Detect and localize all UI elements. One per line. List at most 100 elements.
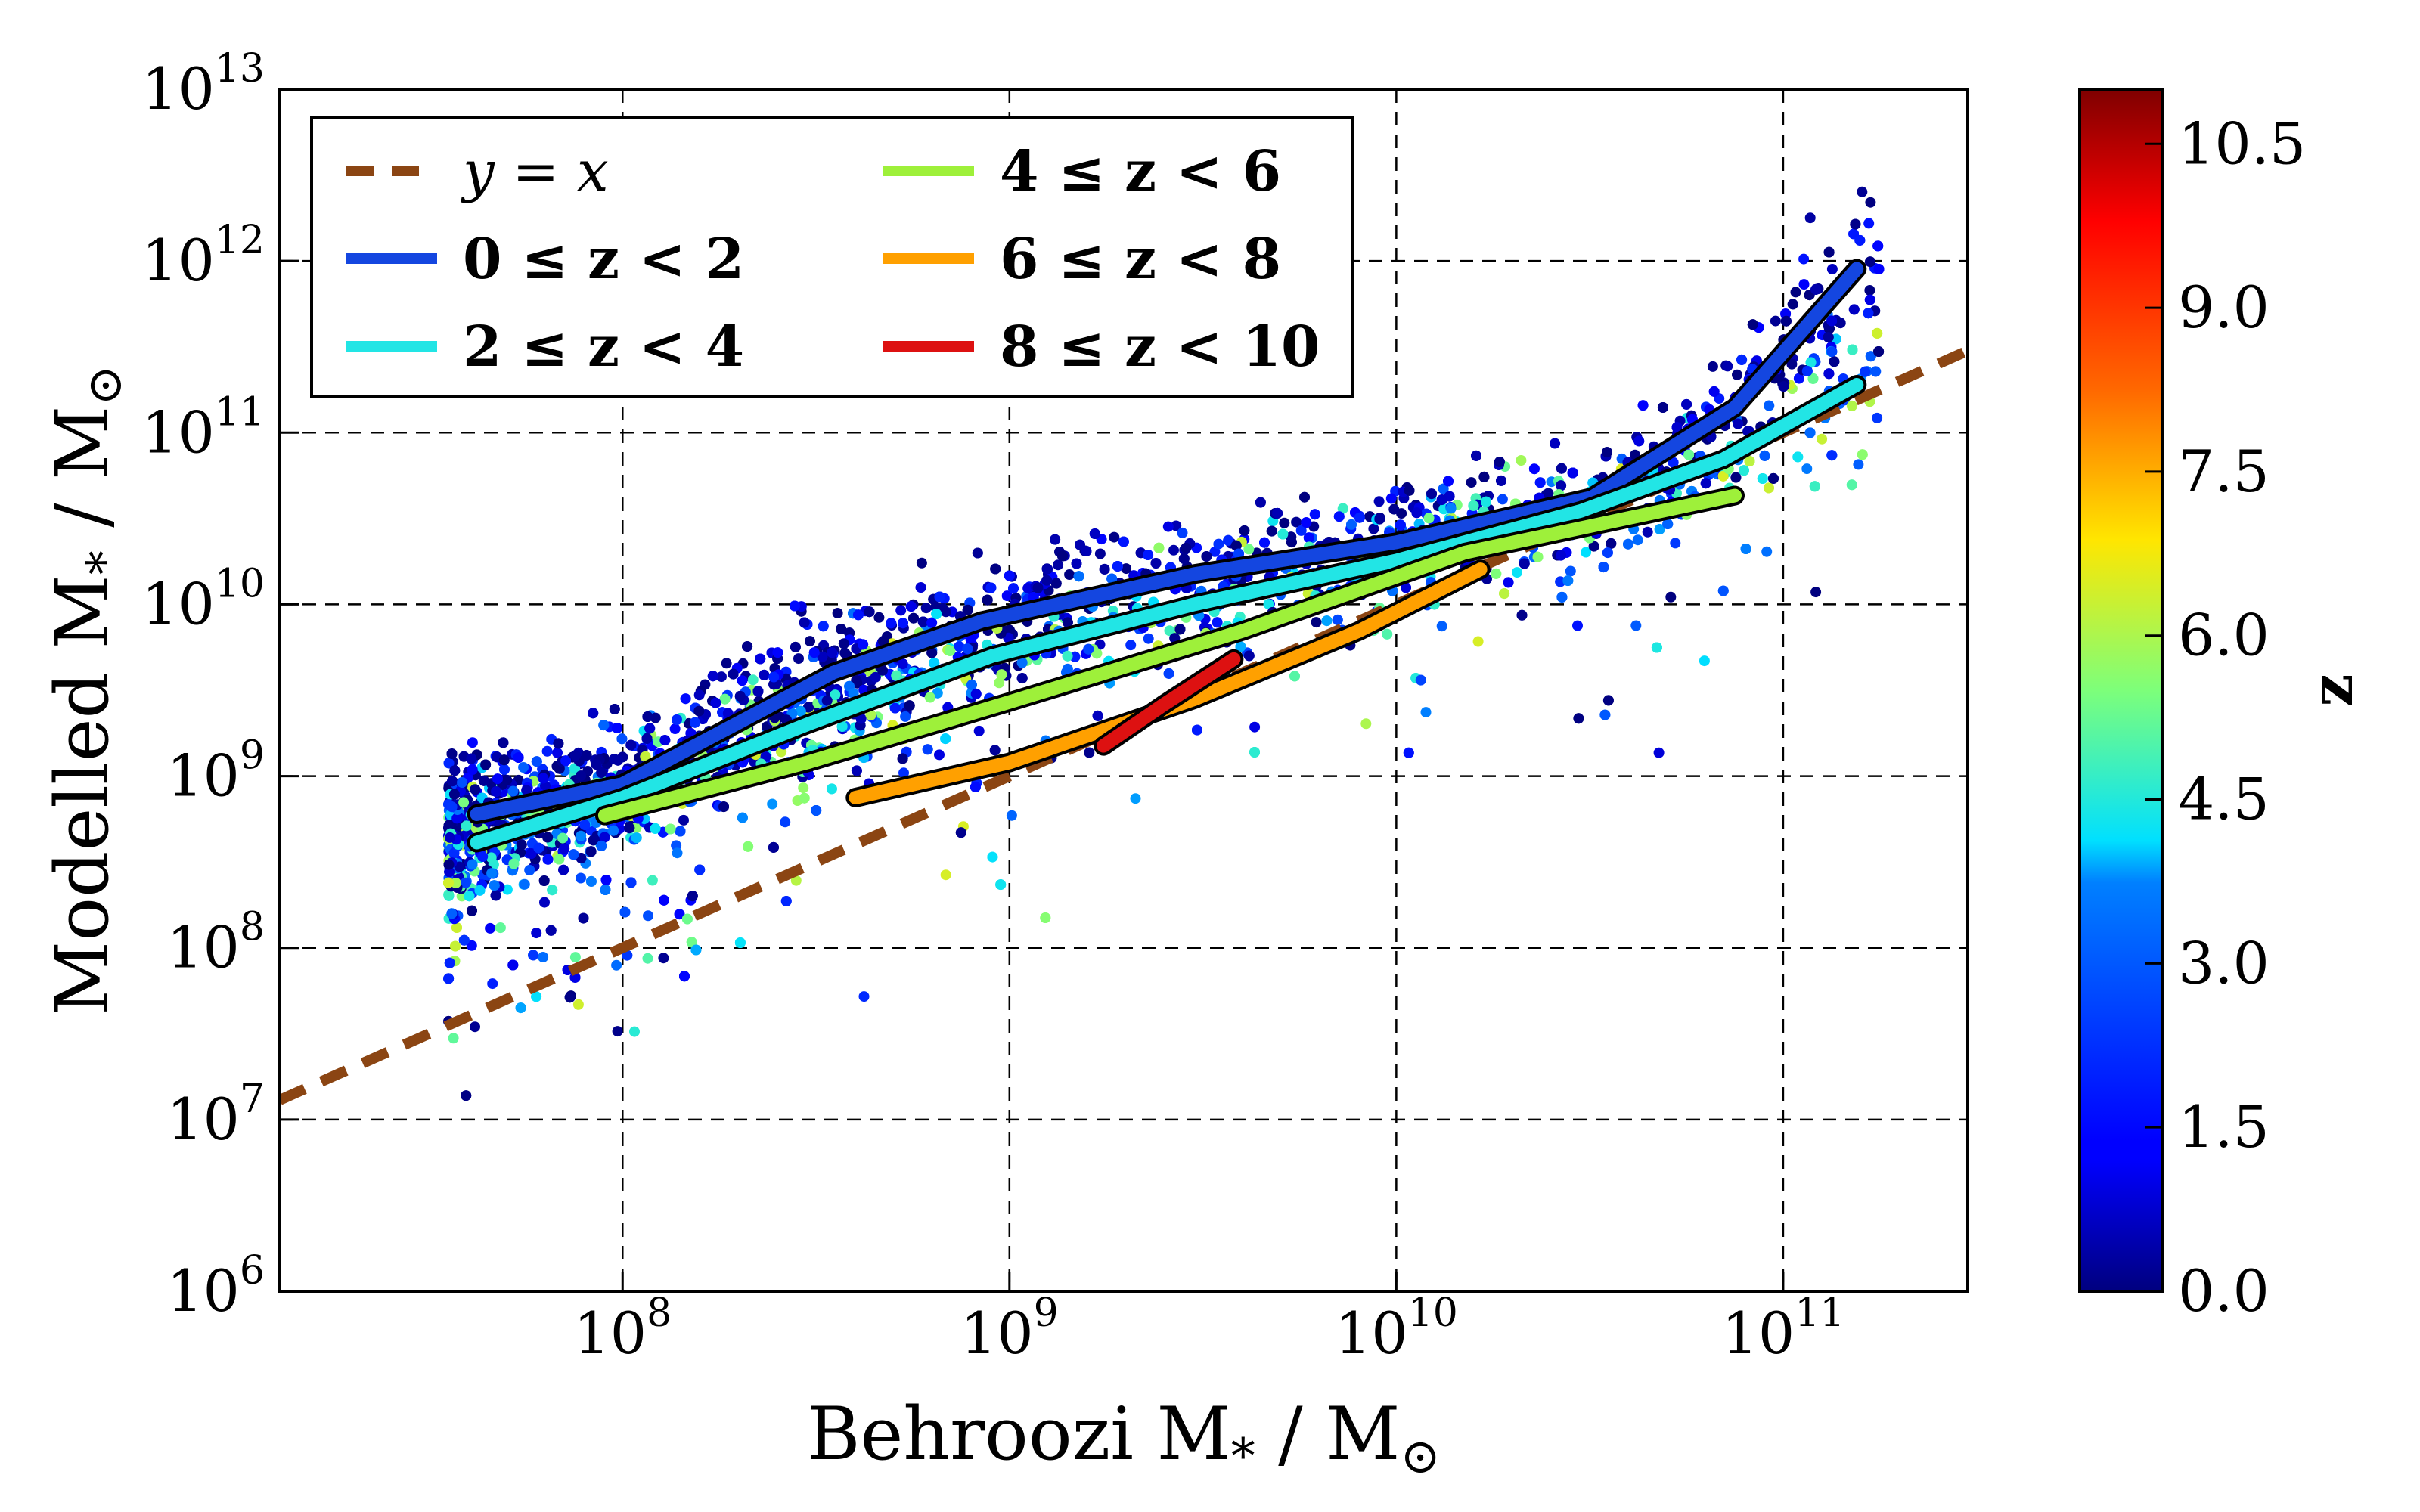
scatter-point <box>495 922 506 934</box>
scatter-point <box>1556 480 1567 491</box>
scatter-point <box>1016 673 1028 684</box>
scatter-point <box>1354 512 1365 523</box>
scatter-point <box>600 885 611 895</box>
scatter-point <box>1846 479 1857 491</box>
colorbar-tick-label: 9.0 <box>2178 274 2270 341</box>
scatter-point <box>719 693 731 705</box>
scatter-point <box>973 725 985 736</box>
scatter-point <box>678 814 689 826</box>
scatter-point <box>1006 810 1017 821</box>
scatter-point <box>1863 308 1874 319</box>
scatter-point <box>768 841 779 853</box>
scatter-point <box>492 773 503 785</box>
series-lines <box>280 259 1968 1105</box>
scatter-point <box>1478 471 1490 482</box>
scatter-point <box>1534 477 1546 488</box>
scatter-point <box>1042 563 1053 575</box>
scatter-point <box>830 689 841 701</box>
scatter-point <box>1050 534 1061 545</box>
scatter-point <box>547 885 558 896</box>
scatter-point <box>1864 294 1876 305</box>
scatter-point <box>1850 218 1861 230</box>
scatter-point <box>560 755 572 767</box>
scatter-point <box>1053 559 1064 571</box>
scatter-point <box>1793 373 1804 384</box>
plot-frame <box>278 88 1969 1293</box>
scatter-point <box>572 999 584 1010</box>
scatter-point <box>650 712 661 723</box>
scatter-point <box>448 789 460 800</box>
scatter-point <box>489 880 500 891</box>
scatter-point <box>1153 542 1165 553</box>
scatter-point <box>1496 475 1506 486</box>
scatter-point <box>755 653 766 665</box>
scatter-point <box>897 753 908 764</box>
scatter-point <box>554 854 565 865</box>
scatter-point <box>612 723 623 733</box>
scatter-point <box>1736 354 1748 365</box>
scatter-point <box>552 747 563 758</box>
scatter-point <box>1303 532 1314 544</box>
scatter-point <box>1373 496 1385 507</box>
scatter-point <box>1272 507 1283 519</box>
scatter-point <box>1426 488 1437 500</box>
scatter-point <box>1301 517 1312 528</box>
scatter-point <box>1050 578 1062 589</box>
scatter-point <box>870 671 881 683</box>
scatter-point <box>1466 477 1477 488</box>
scatter-point <box>768 671 780 683</box>
scatter-point <box>1565 565 1576 577</box>
scatter-point <box>780 896 792 906</box>
scatter-point <box>1223 534 1234 546</box>
scatter-point <box>1337 503 1348 514</box>
y-tick-label: 1012 <box>141 218 265 294</box>
scatter-point <box>1092 710 1103 721</box>
scatter-point <box>659 735 671 746</box>
scatter-point <box>581 750 592 761</box>
scatter-point <box>1602 695 1614 706</box>
scatter-point <box>538 952 549 962</box>
scatter-point <box>679 971 690 982</box>
scatter-point <box>1471 450 1481 461</box>
scatter-point <box>446 748 458 760</box>
scatter-point <box>1295 525 1307 536</box>
scatter-point <box>690 944 702 956</box>
scatter-point <box>458 934 470 946</box>
scatter-point <box>490 890 501 901</box>
x-tick-label: 1010 <box>1335 1290 1458 1367</box>
scatter-point <box>1581 547 1592 558</box>
scatter-point <box>1064 569 1075 580</box>
scatter-point <box>1854 234 1866 246</box>
scatter-point <box>542 832 554 843</box>
scatter-point <box>1472 636 1484 647</box>
scatter-point <box>1178 553 1190 565</box>
legend-label: 2 ≤ z < 4 <box>463 314 744 380</box>
scatter-point <box>1662 519 1674 530</box>
scatter-point <box>747 674 759 686</box>
scatter-point <box>625 739 637 751</box>
scatter-point <box>1125 640 1137 651</box>
scatter-point <box>674 909 685 920</box>
scatter-point <box>1790 287 1801 298</box>
scatter-point <box>790 641 801 652</box>
scatter-point <box>1846 400 1857 411</box>
scatter-point <box>1826 264 1838 274</box>
scatter-point <box>795 705 806 717</box>
legend-label: y = x <box>461 139 609 204</box>
scatter-point <box>487 978 498 990</box>
scatter-point <box>1809 481 1820 492</box>
scatter-point <box>904 700 915 711</box>
scatter-point <box>1787 299 1798 310</box>
scatter-point <box>934 749 945 761</box>
scatter-point <box>569 750 581 761</box>
scatter-point <box>1239 525 1250 536</box>
scatter-point <box>878 636 889 647</box>
scatter-point <box>449 765 461 776</box>
scatter-point <box>599 832 610 843</box>
scatter-point <box>1168 544 1179 556</box>
scatter-point <box>538 875 550 886</box>
scatter-point <box>1848 304 1860 315</box>
scatter-point <box>1598 562 1609 573</box>
scatter-point <box>940 869 951 881</box>
scatter-point <box>576 830 587 841</box>
